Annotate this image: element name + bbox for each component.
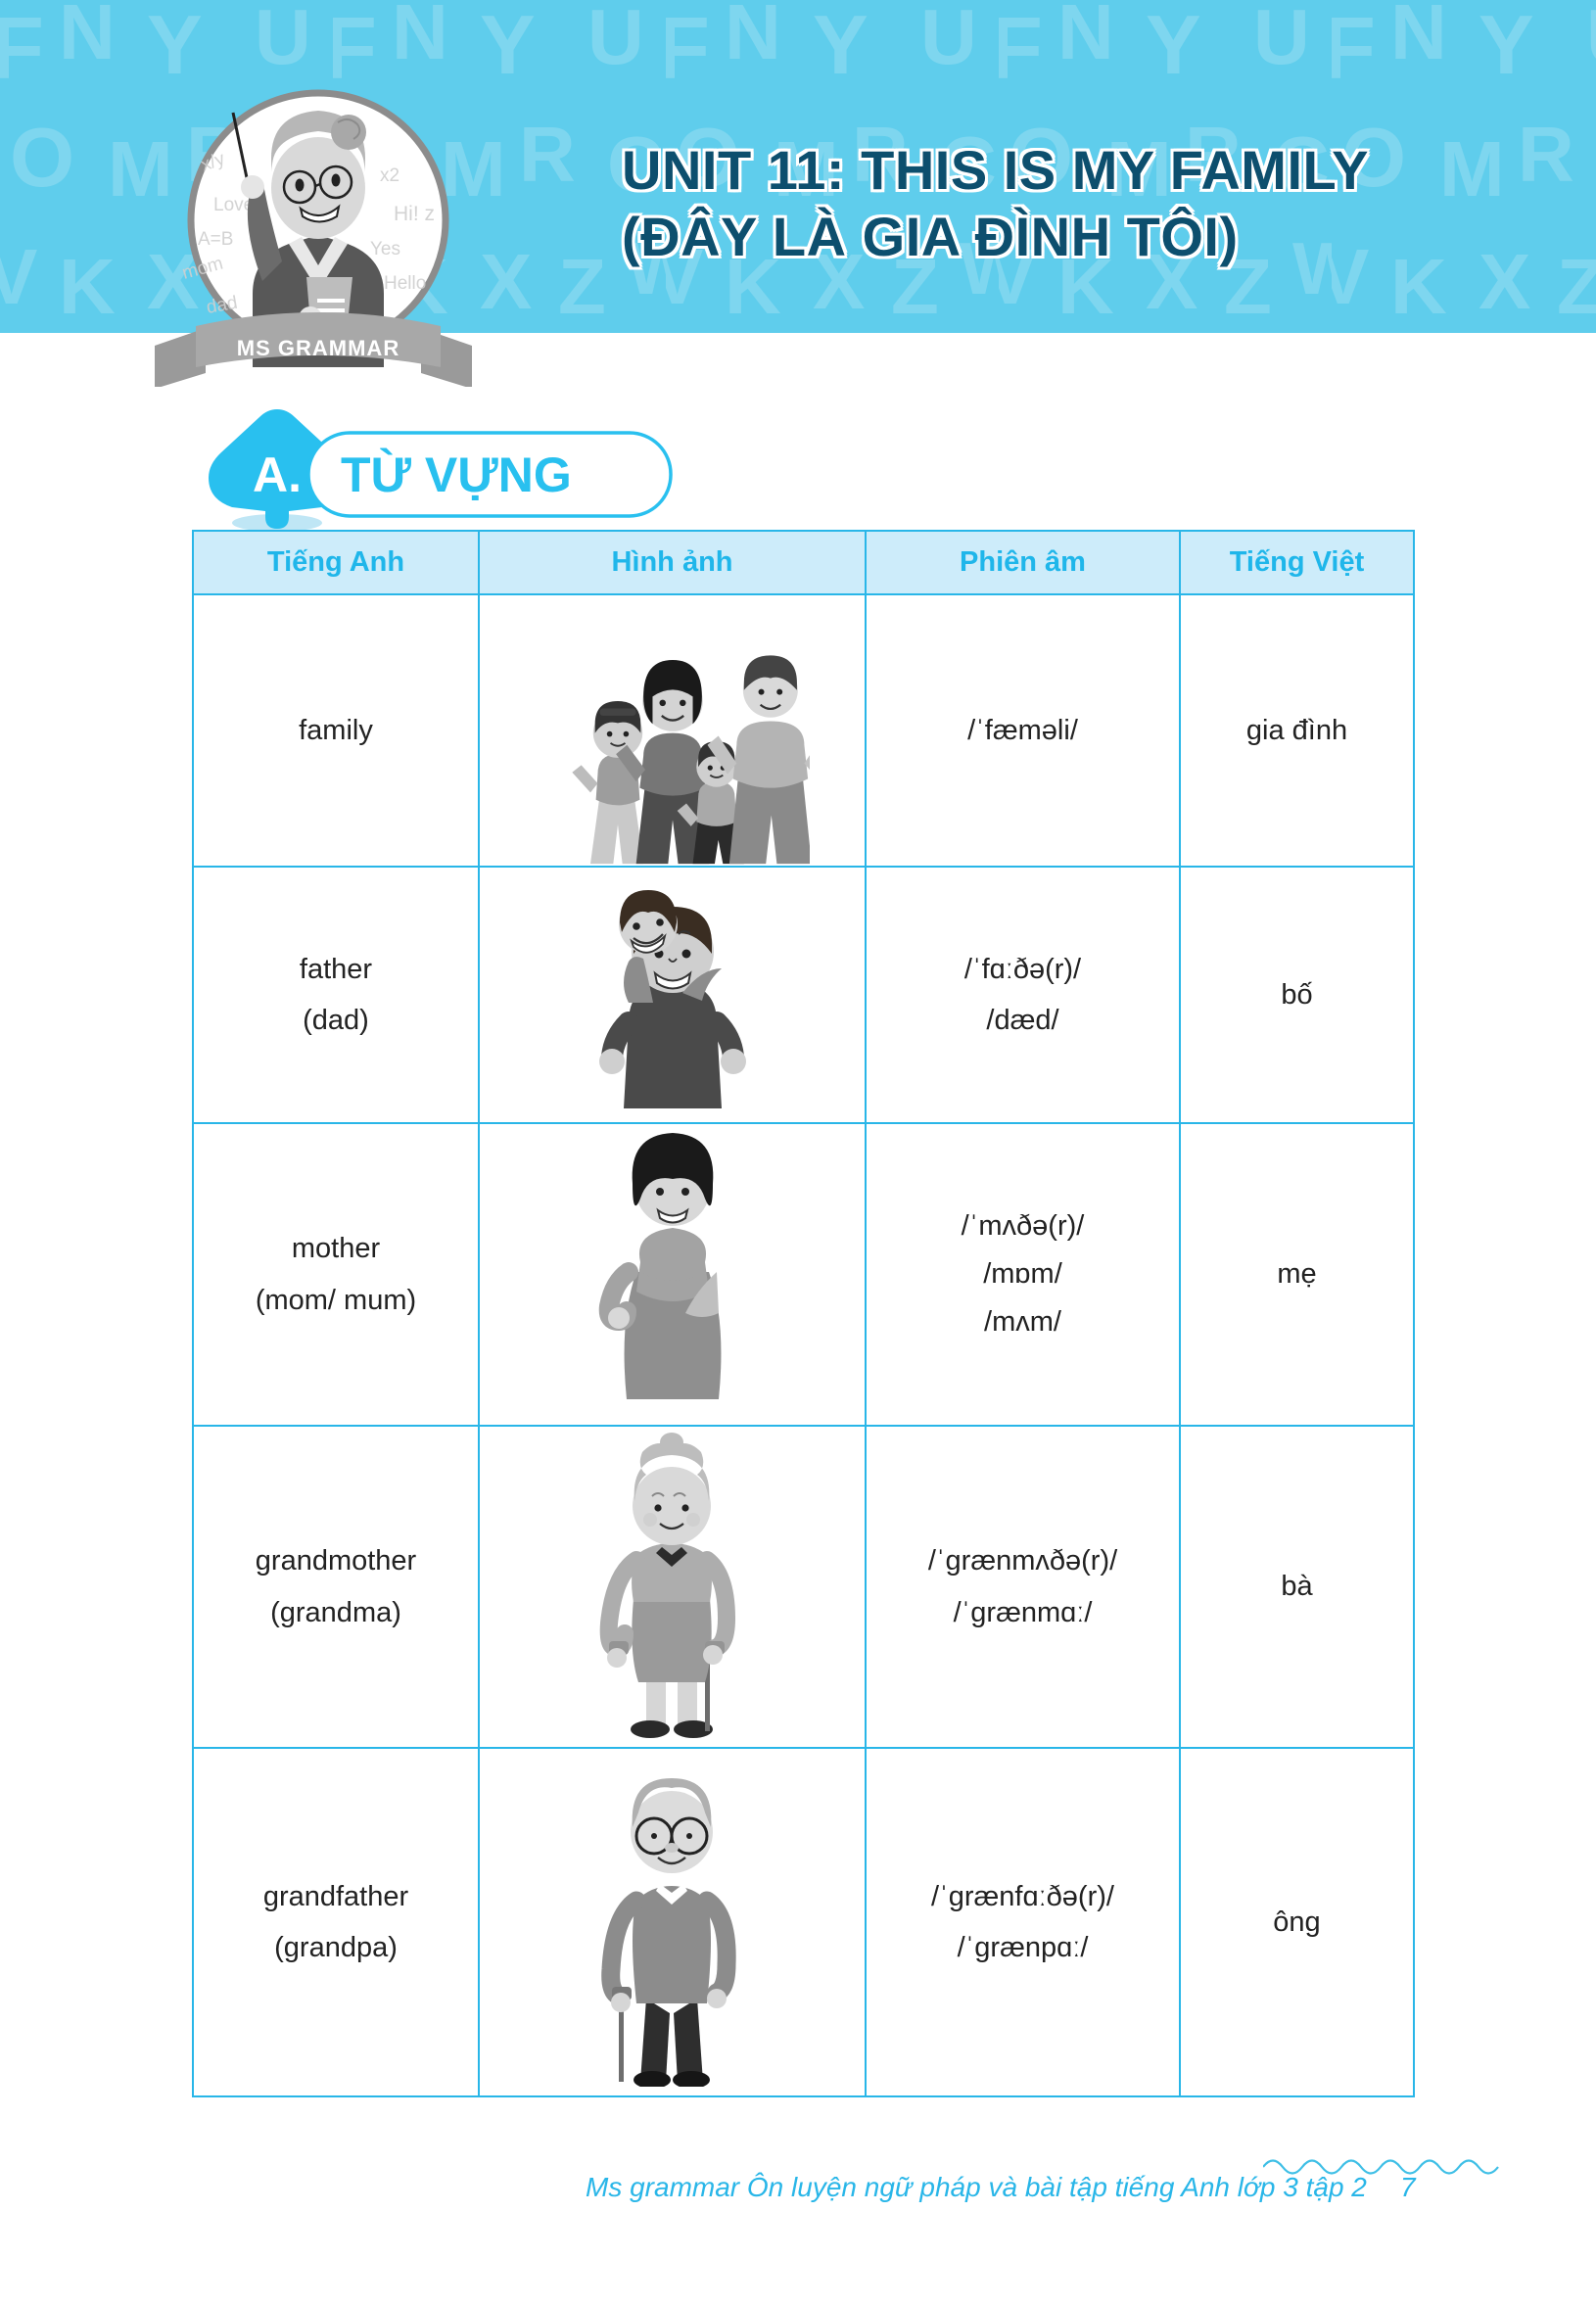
svg-text:Hello: Hello: [384, 273, 426, 294]
svg-text:Yes: Yes: [370, 239, 400, 259]
svg-text:Hi! z: Hi! z: [394, 203, 435, 225]
svg-text:TỪ VỰNG: TỪ VỰNG: [341, 447, 572, 502]
svg-text:x2: x2: [380, 165, 399, 186]
svg-text:A.: A.: [253, 447, 302, 502]
svg-text:A=B: A=B: [198, 229, 233, 250]
svg-text:MS GRAMMAR: MS GRAMMAR: [237, 336, 399, 360]
